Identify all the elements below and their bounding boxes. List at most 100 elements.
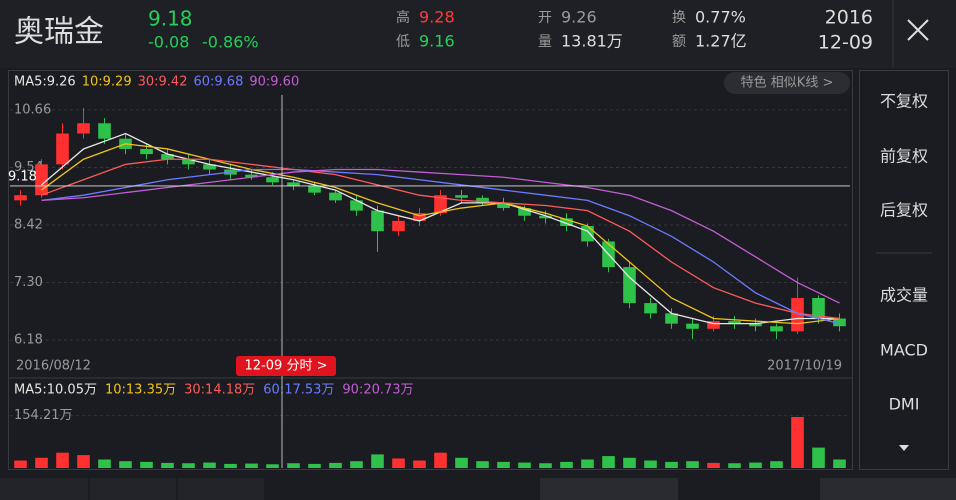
menu-item[interactable]: DMI (889, 395, 920, 414)
candle-body (434, 195, 447, 214)
legend-entry: 10:13.35万 (105, 383, 176, 398)
menu-item[interactable]: 不复权 (880, 92, 928, 111)
bottom-tabs (0, 478, 956, 500)
menu-item[interactable]: MACD (880, 341, 928, 360)
crosshair-time-bg[interactable] (236, 356, 336, 376)
volume-bar (308, 463, 321, 468)
candle-body (245, 174, 258, 178)
x-label: 2017/10/19 (767, 359, 842, 374)
candle-body (686, 323, 699, 329)
volume-bar (497, 461, 510, 468)
legend-entry: 60:9.68 (193, 75, 243, 90)
volume-bar (686, 461, 699, 468)
x-label: 2016/08/12 (16, 359, 91, 374)
candle-body (560, 218, 573, 227)
candle-body (413, 213, 426, 221)
volume-bar (329, 462, 342, 468)
stock-name: 奥瑞金 (14, 15, 104, 50)
volume-bar (833, 459, 846, 468)
candle-body (833, 318, 846, 327)
volume-bar (539, 463, 552, 468)
more-arrow[interactable] (899, 445, 909, 451)
chart-frame (8, 70, 853, 470)
menu-item[interactable]: 后复权 (880, 201, 928, 220)
candle-body (350, 200, 363, 211)
volume-bar (371, 454, 384, 468)
ma-line (41, 143, 840, 325)
y-tick-label: 6.18 (14, 333, 43, 348)
volume-bar (455, 457, 468, 468)
value: 9.26 (561, 8, 597, 27)
candle-body (308, 185, 321, 193)
candle-body (329, 192, 342, 201)
candle-body (371, 210, 384, 232)
label: 开 (538, 10, 552, 26)
volume-bar (749, 462, 762, 468)
candle-body (56, 133, 69, 165)
volume-bar (203, 462, 216, 468)
badge-bg[interactable] (724, 72, 850, 94)
candle-body (203, 164, 216, 170)
volume-bar (623, 457, 636, 468)
volume-bar (707, 462, 720, 468)
close-button[interactable] (907, 19, 929, 41)
volume-bar (644, 460, 657, 468)
label: 换 (672, 9, 686, 26)
legend-entry: MA5:9.26 (14, 75, 76, 90)
volume-bar (560, 461, 573, 468)
volume-bar (476, 461, 489, 468)
candle-body (266, 177, 279, 183)
legend-entry: 60:17.53万 (263, 383, 334, 398)
menu-item[interactable]: 前复权 (880, 147, 928, 166)
candle-body (392, 220, 405, 232)
legend-entry: 90:9.60 (249, 75, 299, 90)
side-frame (859, 70, 949, 470)
volume-bar (287, 463, 300, 468)
value: 1.27亿 (695, 32, 747, 51)
legend-entry: 10:9.29 (82, 75, 132, 90)
candle-body (749, 323, 762, 327)
volume-bar (161, 462, 174, 468)
candle-body (455, 195, 468, 198)
volume-bar (434, 452, 447, 468)
volume-bar (770, 461, 783, 468)
volume-bar (56, 452, 69, 468)
candle-body (476, 197, 489, 203)
value: 13.81万 (561, 32, 623, 51)
volume-bar (182, 463, 195, 468)
volume-bar (413, 460, 426, 468)
legend-entry: 30:9.42 (138, 75, 188, 90)
crosshair-price: 9.18 (8, 169, 37, 184)
volume-bar (791, 417, 804, 468)
value: 0.77% (695, 8, 746, 27)
change-pct: -0.86% (202, 33, 259, 52)
candle-body (539, 215, 552, 219)
candle-body (518, 208, 531, 216)
volume-bar (77, 455, 90, 468)
y-tick-label: 10.66 (14, 102, 51, 117)
volume-bar (518, 462, 531, 468)
volume-bar (581, 459, 594, 468)
candle-body (665, 313, 678, 324)
label: 量 (538, 34, 552, 50)
candle-body (287, 182, 300, 186)
legend-entry: MA5:10.05万 (14, 383, 97, 398)
badge[interactable]: 特色 相似K线 > (741, 75, 834, 91)
candle-body (77, 123, 90, 134)
crosshair-time[interactable]: 12-09 分时 > (245, 359, 328, 374)
ma-line (41, 168, 840, 304)
label: 低 (396, 34, 410, 50)
menu-item[interactable]: 成交量 (880, 286, 928, 305)
volume-bar (119, 461, 132, 468)
candle-body (812, 297, 825, 319)
candle-body (707, 321, 720, 329)
date: 12-09 (818, 32, 873, 54)
value: 9.16 (419, 32, 455, 51)
ma-line (41, 158, 840, 320)
candle-body (98, 123, 111, 139)
y-tick-label: 7.30 (14, 275, 43, 290)
volume-bar (266, 464, 279, 468)
year: 2016 (825, 7, 873, 29)
